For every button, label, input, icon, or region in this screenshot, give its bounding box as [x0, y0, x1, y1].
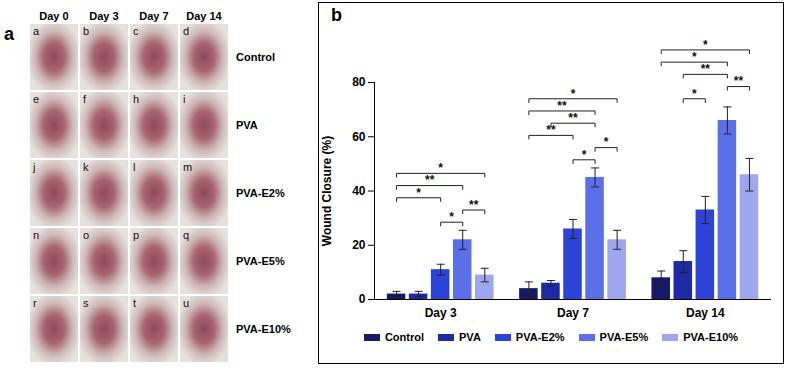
- html-text:PVA-E2%: PVA-E2%: [236, 187, 285, 199]
- svg-text:**: **: [557, 99, 567, 113]
- html-text:m: m: [183, 161, 193, 173]
- svg-text:**: **: [568, 111, 578, 125]
- svg-text:**: **: [701, 62, 711, 76]
- html-text:a: a: [33, 25, 40, 37]
- svg-text:0: 0: [359, 292, 366, 306]
- html-text:Day 14: Day 14: [186, 10, 222, 22]
- svg-text:**: **: [469, 198, 479, 212]
- html-text:o: o: [83, 229, 90, 241]
- html-text:i: i: [183, 93, 186, 105]
- html-text:t: t: [133, 297, 137, 309]
- svg-text:*: *: [692, 87, 697, 101]
- html-text:Control: Control: [384, 331, 424, 343]
- svg-text:20: 20: [352, 238, 366, 252]
- html-text:q: q: [183, 229, 190, 241]
- svg-text:Day 7: Day 7: [557, 306, 589, 320]
- svg-text:*: *: [703, 38, 708, 52]
- html-text:a: a: [4, 24, 14, 44]
- html-text:PVA-E2%: PVA-E2%: [515, 331, 565, 343]
- svg-text:*: *: [582, 148, 587, 162]
- html-text:k: k: [83, 161, 89, 173]
- svg-text:**: **: [734, 74, 744, 88]
- html-text:r: r: [33, 297, 37, 309]
- html-text:e: e: [33, 93, 40, 105]
- html-text:s: s: [83, 297, 89, 309]
- html-text:n: n: [33, 229, 40, 241]
- html-text:PVA-E5%: PVA-E5%: [236, 255, 285, 267]
- html-text:Control: Control: [236, 51, 276, 63]
- svg-text:**: **: [425, 173, 435, 187]
- html-text:PVA-E10%: PVA-E10%: [683, 331, 739, 343]
- svg-text:*: *: [692, 50, 697, 64]
- html-text:Day 0: Day 0: [39, 10, 69, 22]
- svg-text:*: *: [604, 135, 609, 149]
- html-text:PVA: PVA: [459, 331, 481, 343]
- svg-text:60: 60: [352, 130, 366, 144]
- html-text:f: f: [83, 93, 87, 105]
- html-text:h: h: [133, 93, 140, 105]
- html-text:l: l: [133, 161, 136, 173]
- svg-text:**: **: [546, 123, 556, 137]
- html-text:b: b: [83, 25, 90, 37]
- svg-text:*: *: [449, 210, 454, 224]
- html-text:Day 3: Day 3: [89, 10, 119, 22]
- svg-text:*: *: [438, 161, 443, 175]
- html-text:b: b: [331, 5, 342, 25]
- svg-text:Day 14: Day 14: [686, 306, 725, 320]
- html-text:d: d: [183, 25, 190, 37]
- html-text:u: u: [183, 297, 190, 309]
- html-text:Day 7: Day 7: [139, 10, 169, 22]
- html-text:PVA-E5%: PVA-E5%: [599, 331, 649, 343]
- html-text:p: p: [133, 229, 140, 241]
- svg-text:80: 80: [352, 75, 366, 89]
- svg-text:40: 40: [352, 184, 366, 198]
- html-text:j: j: [33, 161, 36, 173]
- svg-text:Wound Closure (%): Wound Closure (%): [320, 136, 334, 246]
- html-text:PVA-E10%: PVA-E10%: [236, 323, 291, 335]
- html-text:c: c: [133, 25, 139, 37]
- svg-text:*: *: [571, 87, 576, 101]
- svg-text:*: *: [416, 186, 421, 200]
- svg-text:Day 3: Day 3: [425, 306, 457, 320]
- html-text:PVA: PVA: [236, 119, 258, 131]
